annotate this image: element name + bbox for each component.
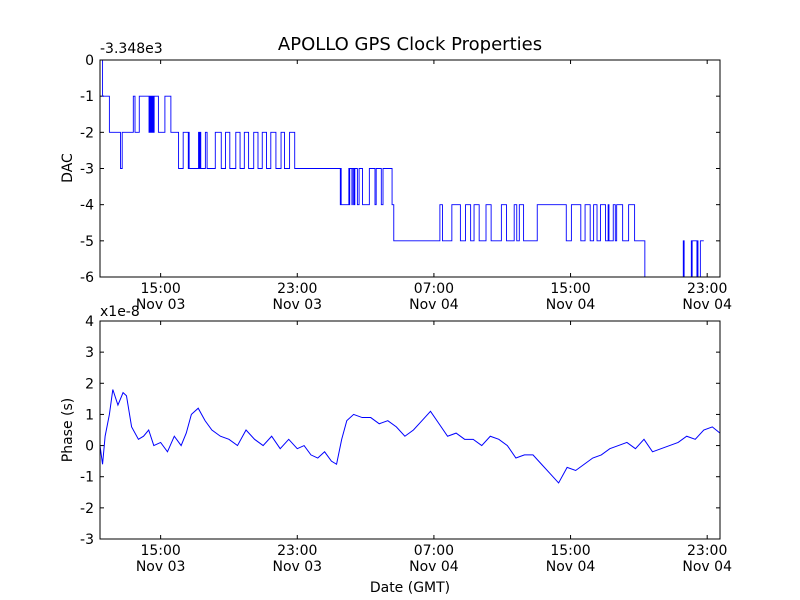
- phase-y-tick-label: 1: [85, 407, 94, 423]
- phase-plot-frame: [99, 320, 721, 540]
- dac-x-tick-date: Nov 04: [546, 297, 596, 313]
- dac-series-line: [100, 59, 704, 278]
- phase-x-tick-time: 23:00: [277, 543, 317, 559]
- dac-y-tick-label: -1: [80, 89, 94, 105]
- dac-x-tick-time: 15:00: [140, 281, 180, 297]
- phase-x-tick-date: Nov 04: [682, 559, 732, 575]
- dac-y-tick-label: -5: [80, 234, 94, 250]
- phase-x-tick-time: 15:00: [140, 543, 180, 559]
- dac-x-tick-time: 15:00: [550, 281, 590, 297]
- phase-y-tick-label: -2: [80, 501, 94, 517]
- phase-x-tick-date: Nov 04: [546, 559, 596, 575]
- dac-y-tick-label: -3: [80, 162, 94, 178]
- dac-x-tick-date: Nov 04: [409, 297, 459, 313]
- phase-y-tick-label: 0: [85, 439, 94, 455]
- phase-series-line: [99, 389, 721, 484]
- dac-plot-frame: [99, 59, 721, 278]
- dac-y-axis-label: DAC: [60, 153, 76, 183]
- phase-y-tick-label: 3: [85, 345, 94, 361]
- phase-y-tick-label: 2: [85, 376, 94, 392]
- phase-panel: x1e-8 Phase (s) Date (GMT) 4 3 2 1 0 -1 -2 -3 15…: [60, 304, 732, 596]
- phase-x-tick-time: 07:00: [414, 543, 454, 559]
- phase-series: [99, 389, 721, 484]
- phase-y-tick-label: 4: [85, 314, 94, 330]
- dac-y-tick-label: -2: [80, 125, 94, 141]
- phase-x-tick-date: Nov 03: [136, 559, 186, 575]
- phase-y-tick-label: -3: [80, 532, 94, 548]
- phase-x-tick-time: 23:00: [687, 543, 727, 559]
- phase-y-axis-label: Phase (s): [60, 398, 76, 462]
- dac-x-tick-time: 07:00: [414, 281, 454, 297]
- phase-x-tick-date: Nov 04: [409, 559, 459, 575]
- x-axis-label: Date (GMT): [370, 580, 450, 596]
- dac-x-tick-date: Nov 03: [136, 297, 186, 313]
- phase-x-tick-date: Nov 03: [272, 559, 322, 575]
- dac-y-tick-label: -4: [80, 198, 94, 214]
- dac-y-tick-label: 0: [85, 53, 94, 69]
- dac-x-tick-date: Nov 03: [272, 297, 322, 313]
- dac-y-tick-label: -6: [80, 270, 94, 286]
- dac-x-tick-time: 23:00: [687, 281, 727, 297]
- phase-y-tick-label: -1: [80, 470, 94, 486]
- chart-title: APOLLO GPS Clock Properties: [278, 34, 542, 55]
- phase-x-tick-time: 15:00: [550, 543, 590, 559]
- dac-series: [100, 59, 704, 278]
- phase-offset-label: x1e-8: [100, 304, 140, 320]
- dac-offset-label: -3.348e3: [100, 41, 163, 57]
- dac-x-tick-date: Nov 04: [682, 297, 732, 313]
- dac-x-tick-time: 23:00: [277, 281, 317, 297]
- dac-panel: APOLLO GPS Clock Properties -3.348e3 DAC…: [60, 34, 732, 313]
